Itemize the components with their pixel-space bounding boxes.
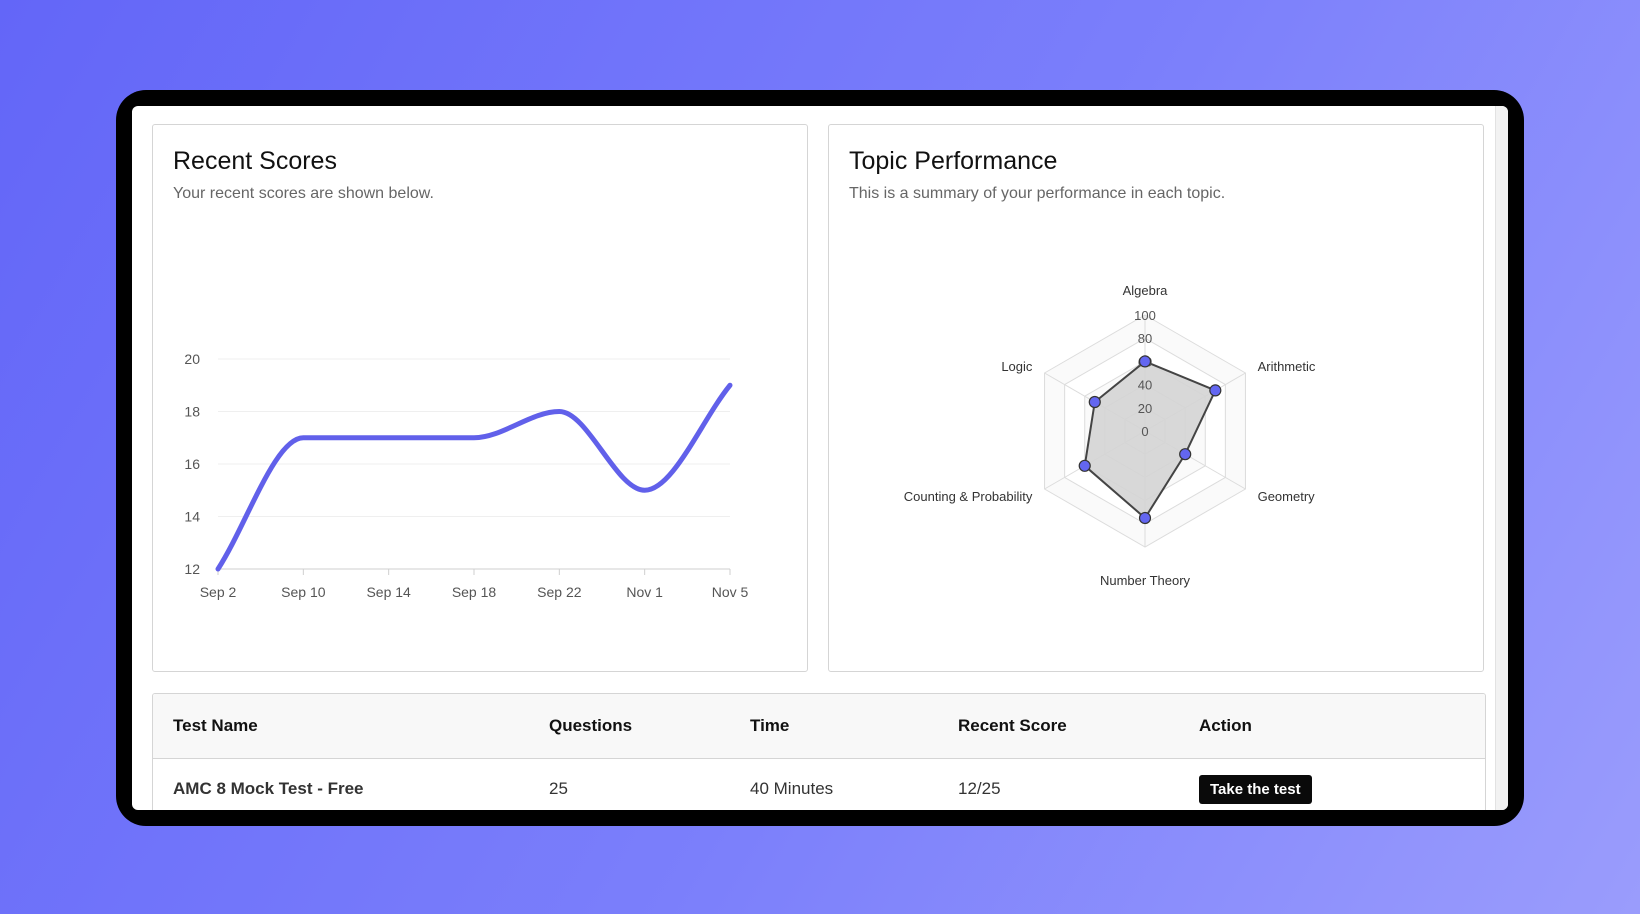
cell-time: 40 Minutes — [750, 778, 834, 798]
take-the-test-button[interactable]: Take the test — [1199, 774, 1312, 804]
radar-tick-label-80: 80 — [1138, 331, 1152, 346]
x-tick-label-6: Nov 5 — [712, 584, 749, 600]
scrollbar[interactable] — [1495, 106, 1508, 810]
header-action: Action — [1179, 694, 1485, 759]
header-test-name: Test Name — [153, 694, 529, 759]
cell-questions: 25 — [549, 778, 568, 798]
radar-point-1 — [1209, 384, 1222, 397]
radar-point-2 — [1179, 448, 1192, 461]
table-header-row: Test Name Questions Time Recent Score Ac… — [153, 694, 1485, 759]
x-tick-label-0: Sep 2 — [200, 584, 237, 600]
radar-axis-label-3: Number Theory — [1100, 573, 1191, 588]
y-tick-label-18: 18 — [184, 404, 200, 420]
y-tick-label-20: 20 — [184, 351, 200, 367]
topic-performance-subtitle: This is a summary of your performance in… — [849, 185, 1226, 202]
radar-axis-label-2: Geometry — [1258, 489, 1316, 504]
recent-scores-card: Recent Scores Your recent scores are sho… — [152, 124, 808, 672]
radar-tick-label-0: 0 — [1141, 424, 1148, 439]
radar-axis-label-5: Logic — [1001, 359, 1033, 374]
y-tick-label-12: 12 — [184, 561, 200, 577]
topic-performance-title: Topic Performance — [849, 147, 1058, 175]
y-tick-label-16: 16 — [184, 456, 200, 472]
radar-tick-label-100: 100 — [1134, 308, 1156, 323]
recent-scores-title: Recent Scores — [173, 147, 337, 175]
x-tick-label-5: Nov 1 — [626, 584, 663, 600]
table-row: AMC 8 Mock Test - Free 25 40 Minutes 12/… — [153, 758, 1485, 804]
x-tick-label-4: Sep 22 — [537, 584, 582, 600]
radar-point-5 — [1088, 395, 1101, 409]
x-tick-label-1: Sep 10 — [281, 584, 326, 600]
topic-performance-radar-chart: 020406080100AlgebraArithmeticGeometryNum… — [904, 283, 1316, 588]
radar-tick-label-20: 20 — [1138, 401, 1152, 416]
recent-scores-line-chart: 12 14 16 18 20 Sep 2 Sep 10 Sep 14 Sep 18 Sep 22 N… — [184, 351, 749, 600]
radar-point-3 — [1138, 511, 1152, 525]
header-questions: Questions — [529, 694, 730, 759]
radar-point-0 — [1138, 355, 1152, 368]
radar-tick-label-40: 40 — [1138, 378, 1152, 393]
radar-axis-label-0: Algebra — [1123, 283, 1169, 298]
header-time: Time — [730, 694, 938, 759]
radar-point-4 — [1078, 459, 1091, 472]
cell-test-name: AMC 8 Mock Test - Free — [173, 778, 364, 798]
header-recent-score: Recent Score — [938, 694, 1179, 759]
x-tick-label-3: Sep 18 — [452, 584, 497, 600]
cell-recent-score: 12/25 — [958, 778, 1001, 798]
y-tick-label-14: 14 — [184, 509, 200, 525]
tests-table: Test Name Questions Time Recent Score Ac… — [153, 694, 1485, 804]
x-tick-label-2: Sep 14 — [366, 584, 411, 600]
tablet-frame: Recent Scores Your recent scores are sho… — [116, 90, 1524, 826]
tests-table-container: Test Name Questions Time Recent Score Ac… — [152, 693, 1486, 810]
radar-axis-label-1: Arithmetic — [1258, 359, 1316, 374]
cell-action: Take the test — [1179, 758, 1485, 804]
score-series-line — [215, 382, 733, 572]
radar-axis-label-4: Counting & Probability — [904, 489, 1033, 504]
dashboard-screen: Recent Scores Your recent scores are sho… — [132, 106, 1508, 810]
topic-performance-card: Topic Performance This is a summary of y… — [828, 124, 1484, 672]
recent-scores-subtitle: Your recent scores are shown below. — [173, 185, 434, 202]
